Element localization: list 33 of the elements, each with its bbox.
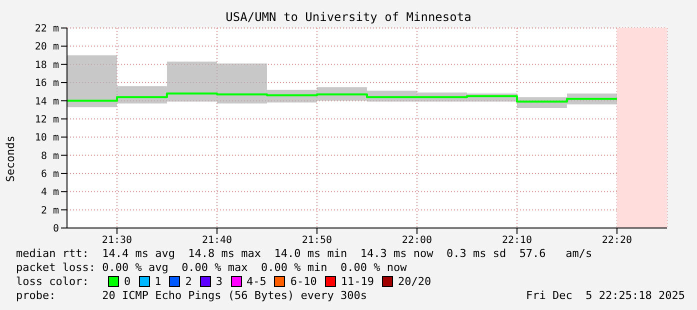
y-tick-label: 2 m xyxy=(40,205,59,216)
text: 4-5 xyxy=(246,275,266,288)
x-tick-label: 22:00 xyxy=(402,235,432,246)
text: probe: 20 ICMP Echo Pings (56 Bytes) every 300s xyxy=(16,289,367,302)
text: packet loss: 0.00 % avg 0.00 % max 0.00 % min 0.00 % now xyxy=(16,261,407,274)
text: 11-19 xyxy=(340,275,374,288)
text: 0 xyxy=(124,275,131,288)
y-tick-label: 4 m xyxy=(40,187,59,198)
x-tick-label: 21:30 xyxy=(102,235,132,246)
y-tick-label: 14 m xyxy=(34,96,59,108)
x-tick-label: 22:10 xyxy=(502,235,532,246)
x-tick-label: 21:50 xyxy=(302,235,332,246)
text: 3 xyxy=(216,275,222,288)
text: Fri Dec 5 22:25:18 2025 xyxy=(526,289,685,302)
y-tick-label: 12 m xyxy=(34,114,59,126)
x-tick-label: 21:40 xyxy=(202,235,232,246)
y-tick-label: 18 m xyxy=(34,60,59,71)
y-tick-label: 16 m xyxy=(34,78,59,90)
y-tick-label: 20 m xyxy=(34,42,59,53)
text: median rtt: 14.4 ms avg 14.8 ms max 14.0 ms min 14.3 ms now 0.3 ms sd 57.6 am/s xyxy=(16,247,592,260)
y-tick-label: 22 m xyxy=(34,24,59,35)
text: 20/20 xyxy=(398,275,432,288)
y-tick-label: 6 m xyxy=(40,169,59,180)
text: 1 xyxy=(154,275,162,288)
chart-title: USA/UMN to University of Minnesota xyxy=(224,10,472,24)
y-tick-label: 10 m xyxy=(34,132,59,144)
y-tick-label: 8 m xyxy=(40,150,59,162)
y-tick-label: 0 xyxy=(52,224,59,235)
x-tick-label: 22:20 xyxy=(602,235,632,246)
text: 2 xyxy=(185,275,192,288)
text: loss color: xyxy=(16,275,90,288)
y-axis-title: Seconds xyxy=(4,136,17,182)
text: 6-10 xyxy=(290,275,317,288)
